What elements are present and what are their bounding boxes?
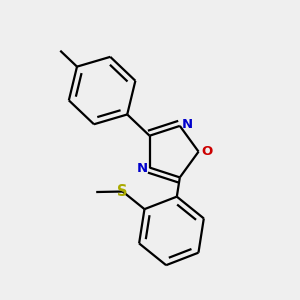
Text: O: O xyxy=(201,145,212,158)
Text: S: S xyxy=(117,184,128,199)
Text: N: N xyxy=(137,162,148,176)
Text: N: N xyxy=(182,118,193,131)
